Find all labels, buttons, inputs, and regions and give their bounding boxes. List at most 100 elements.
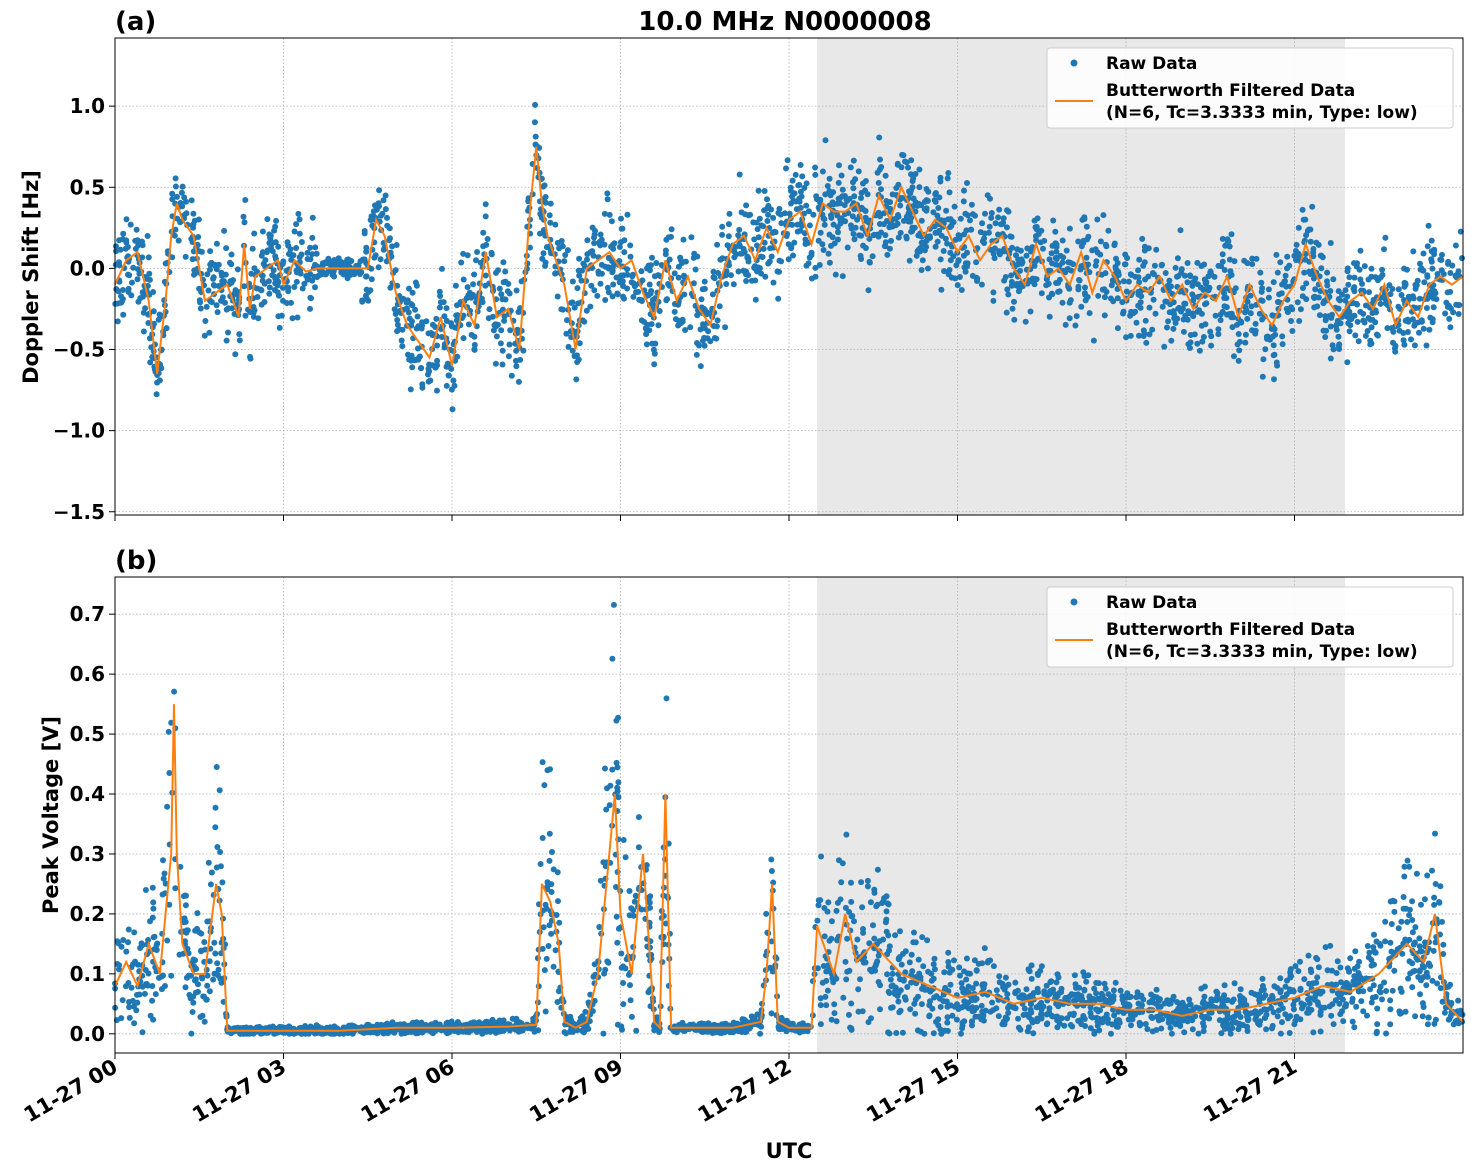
raw-data-point: [830, 221, 837, 228]
raw-data-point: [1329, 967, 1335, 974]
raw-data-point: [635, 814, 642, 821]
raw-data-point: [1425, 222, 1432, 229]
raw-data-point: [907, 218, 914, 225]
raw-data-point: [1368, 265, 1375, 272]
raw-data-point: [415, 356, 422, 363]
raw-data-point: [931, 994, 938, 1001]
panel-a-xticks: [114, 515, 1295, 521]
raw-data-point: [484, 236, 491, 242]
raw-data-point: [829, 234, 836, 241]
panel-a-yticks: −1.5−1.0−0.50.00.51.0: [53, 94, 115, 524]
raw-data-point: [241, 283, 247, 290]
raw-data-point: [1370, 982, 1377, 989]
raw-data-point: [1025, 1024, 1032, 1031]
raw-data-point: [134, 276, 141, 283]
raw-data-point: [1271, 376, 1277, 383]
raw-data-point: [768, 856, 775, 863]
raw-data-point: [291, 228, 298, 235]
raw-data-point: [285, 288, 292, 295]
raw-data-point: [936, 194, 943, 201]
raw-data-point: [1322, 313, 1329, 320]
raw-data-point: [1186, 996, 1193, 1003]
raw-data-point: [615, 274, 622, 281]
raw-data-point: [969, 1022, 975, 1029]
raw-data-point: [935, 1016, 942, 1023]
raw-data-point: [1191, 279, 1198, 286]
raw-data-point: [542, 194, 549, 200]
raw-data-point: [866, 940, 873, 947]
raw-data-point: [1115, 1008, 1122, 1015]
raw-data-point: [542, 1008, 549, 1015]
raw-data-point: [917, 245, 924, 251]
raw-data-point: [1274, 1013, 1281, 1020]
raw-data-point: [1037, 239, 1044, 246]
raw-data-point: [1158, 1025, 1165, 1032]
raw-data-point: [1123, 334, 1130, 341]
raw-data-point: [460, 276, 467, 283]
raw-data-point: [1361, 319, 1368, 326]
raw-data-point: [1330, 346, 1337, 353]
raw-data-point: [130, 1003, 137, 1010]
raw-data-point: [1114, 1023, 1121, 1030]
raw-data-point: [536, 144, 543, 151]
raw-data-point: [482, 282, 489, 289]
raw-data-point: [293, 245, 300, 251]
raw-data-point: [1432, 881, 1439, 887]
raw-data-point: [850, 179, 856, 186]
raw-data-point: [754, 226, 761, 233]
raw-data-point: [1213, 988, 1220, 995]
raw-data-point: [605, 289, 612, 296]
raw-data-point: [279, 260, 286, 267]
raw-data-point: [1333, 322, 1340, 329]
raw-data-point: [885, 988, 892, 995]
raw-data-point: [906, 959, 913, 966]
raw-data-point: [938, 286, 945, 293]
raw-data-point: [864, 883, 871, 890]
raw-data-point: [682, 327, 689, 333]
raw-data-point: [259, 277, 266, 284]
raw-data-point: [204, 271, 211, 278]
raw-data-point: [1059, 299, 1066, 306]
raw-data-point: [1410, 248, 1417, 255]
raw-data-point: [505, 280, 512, 287]
raw-data-point: [276, 324, 283, 331]
raw-data-point: [1093, 979, 1100, 986]
raw-data-point: [761, 239, 768, 246]
raw-data-point: [711, 335, 718, 341]
raw-data-point: [620, 293, 627, 300]
raw-data-point: [556, 245, 563, 252]
raw-data-point: [1217, 311, 1224, 318]
raw-data-point: [307, 256, 314, 263]
raw-data-point: [1274, 269, 1281, 276]
raw-data-point: [1187, 345, 1193, 351]
raw-data-point: [576, 340, 583, 347]
raw-data-point: [1091, 1028, 1098, 1035]
raw-data-point: [1368, 999, 1375, 1006]
raw-data-point: [985, 229, 992, 236]
raw-data-point: [1336, 297, 1343, 304]
raw-data-point: [859, 1008, 866, 1015]
raw-data-point: [1070, 1012, 1077, 1019]
raw-data-point: [376, 187, 383, 194]
raw-data-point: [175, 237, 182, 244]
raw-data-point: [564, 317, 570, 324]
raw-data-point: [1021, 1005, 1028, 1012]
raw-data-point: [824, 987, 831, 994]
raw-data-point: [788, 200, 794, 207]
raw-data-point: [1447, 288, 1454, 295]
raw-data-point: [216, 787, 223, 794]
raw-data-point: [195, 988, 201, 995]
raw-data-point: [1314, 974, 1321, 981]
raw-data-point: [413, 325, 420, 332]
raw-data-point: [1334, 990, 1341, 997]
raw-data-point: [223, 245, 230, 252]
raw-data-point: [759, 254, 766, 260]
raw-data-point: [1201, 993, 1208, 1000]
raw-data-point: [1249, 255, 1256, 262]
raw-data-point: [1444, 303, 1451, 310]
raw-data-point: [1085, 233, 1092, 240]
raw-data-point: [1105, 1019, 1112, 1026]
raw-data-point: [764, 218, 771, 224]
raw-data-point: [1430, 290, 1437, 297]
